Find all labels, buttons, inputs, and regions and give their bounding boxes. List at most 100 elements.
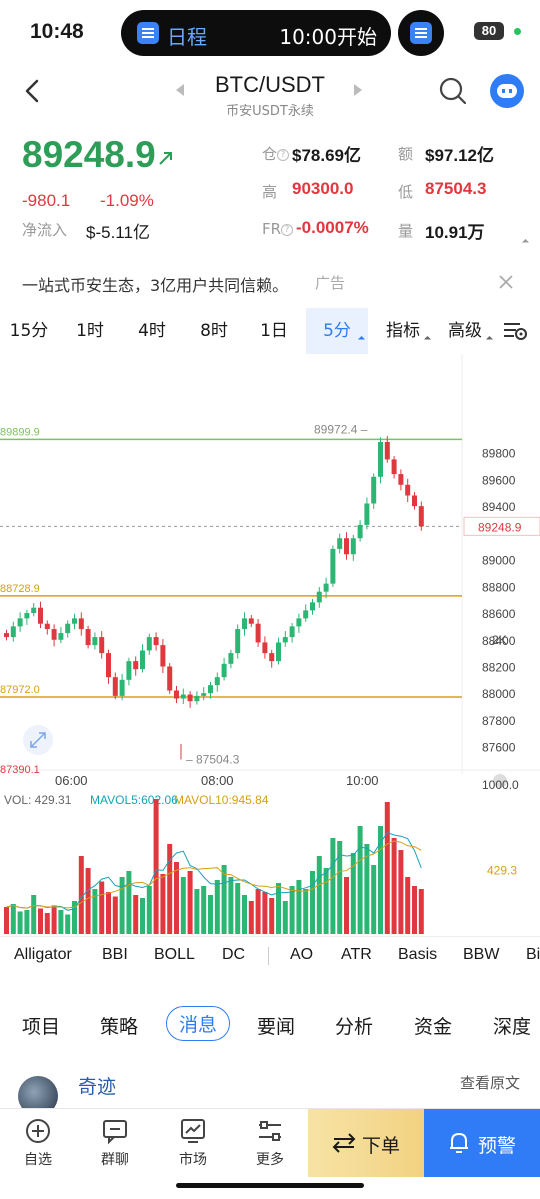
- order-button[interactable]: 下单: [308, 1109, 424, 1177]
- volume-bar: [262, 892, 268, 934]
- alert-button-label: 预警: [478, 1135, 517, 1157]
- volume-y-tick: 2K: [492, 633, 507, 647]
- volume-bar: [398, 850, 404, 934]
- candle-body: [337, 538, 343, 549]
- nav-group-chat-label: 群聊: [101, 1152, 129, 1168]
- candle-body: [412, 495, 417, 507]
- tab-news[interactable]: 消息: [166, 1006, 231, 1041]
- high-marker-label: 89972.4 –: [314, 423, 368, 437]
- dynamic-island-badge[interactable]: [398, 10, 444, 56]
- candle-body: [316, 591, 322, 603]
- indicator-strip: Alligator BBI BOLL DC AO ATR Basis BBW B…: [0, 936, 540, 972]
- candle-body: [146, 637, 152, 651]
- timeframe-1h[interactable]: 1时: [76, 321, 104, 341]
- candle-body: [44, 623, 50, 630]
- nav-more-label: 更多: [256, 1152, 284, 1168]
- back-icon[interactable]: [22, 78, 44, 104]
- indicators-menu[interactable]: 指标: [376, 308, 432, 354]
- indicator-bi[interactable]: Bi: [526, 946, 540, 963]
- indicator-ao[interactable]: AO: [290, 946, 314, 963]
- search-icon[interactable]: [438, 76, 468, 106]
- indicator-basis[interactable]: Basis: [398, 946, 438, 963]
- help-icon[interactable]: ?: [281, 224, 294, 236]
- dropdown-icon: [357, 335, 366, 344]
- news-post[interactable]: 奇迹 查看原文: [0, 1064, 540, 1116]
- last-price: 89248.9: [22, 134, 156, 175]
- indicator-atr[interactable]: ATR: [341, 946, 372, 963]
- timeframe-8h[interactable]: 8时: [200, 321, 228, 341]
- y-tick-label: 88400: [482, 634, 516, 648]
- timeframe-4h[interactable]: 4时: [138, 321, 166, 341]
- tab-projects[interactable]: 项目: [22, 1016, 61, 1038]
- y-tick-label: 88000: [482, 687, 516, 701]
- volume-bar: [92, 889, 98, 934]
- tab-depth[interactable]: 深度: [493, 1016, 532, 1038]
- expand-stats-icon[interactable]: [521, 238, 530, 247]
- nav-watchlist[interactable]: 自选: [10, 1117, 66, 1169]
- timeframe-15m[interactable]: 15分: [9, 321, 49, 341]
- price-chart[interactable]: 89800 89600 89400 89000 88800 88600 88400 88200…: [0, 354, 540, 934]
- indicator-bbi[interactable]: BBI: [102, 946, 128, 963]
- volume-bar: [384, 802, 390, 934]
- timeframe-5m[interactable]: 5分: [306, 308, 368, 354]
- timeframe-1d[interactable]: 1日: [260, 321, 288, 341]
- volume-bar: [194, 889, 200, 934]
- candle-body: [208, 685, 213, 694]
- candle-body: [92, 637, 98, 646]
- volume-bar: [51, 905, 57, 934]
- candle-body: [228, 653, 234, 664]
- volume-bar: [269, 898, 275, 934]
- volume-bar: [24, 910, 30, 934]
- assistant-bot-icon[interactable]: [490, 74, 524, 108]
- close-icon[interactable]: [498, 274, 514, 290]
- post-author[interactable]: 奇迹: [78, 1076, 117, 1098]
- tab-headlines[interactable]: 要闻: [257, 1016, 296, 1038]
- next-pair-icon[interactable]: [354, 84, 362, 96]
- indicator-alligator[interactable]: Alligator: [14, 946, 72, 963]
- y-tick-label: 88600: [482, 607, 516, 621]
- nav-more[interactable]: 更多: [242, 1117, 298, 1169]
- ad-banner[interactable]: 一站式币安生态，3亿用户共同信赖。 广告: [0, 262, 540, 300]
- view-original-link[interactable]: 查看原文: [460, 1074, 521, 1092]
- privacy-dot: [514, 28, 521, 35]
- candle-body: [24, 613, 30, 619]
- indicator-bbw[interactable]: BBW: [463, 946, 500, 963]
- battery-indicator: 80: [474, 22, 504, 40]
- candle-body: [194, 695, 200, 702]
- volume-bar: [310, 871, 315, 934]
- volume-bar: [85, 868, 91, 934]
- candle-body: [78, 618, 84, 630]
- volume-bar: [391, 838, 397, 934]
- volume-label: 量: [398, 222, 414, 240]
- volume-bar: [78, 856, 84, 934]
- expand-arrows: [30, 732, 46, 748]
- volume-bar: [255, 889, 261, 934]
- tab-strategies[interactable]: 策略: [100, 1016, 139, 1038]
- plus-circle-icon: [26, 1119, 50, 1143]
- nav-market[interactable]: 市场: [165, 1117, 221, 1169]
- amount-value: $97.12亿: [425, 146, 494, 165]
- chart-settings-icon[interactable]: [502, 320, 528, 342]
- status-time: 10:48: [30, 20, 84, 43]
- indicator-boll[interactable]: BOLL: [154, 946, 195, 963]
- nav-group-chat[interactable]: 群聊: [87, 1117, 143, 1169]
- candle-body: [153, 637, 159, 646]
- candle-body: [38, 607, 43, 624]
- previous-pair-icon[interactable]: [176, 84, 184, 96]
- volume-bar: [296, 880, 302, 934]
- y-tick-label: 87800: [482, 714, 516, 728]
- tab-funds[interactable]: 资金: [414, 1016, 453, 1038]
- volume-bar: [72, 901, 77, 934]
- alert-button[interactable]: 预警: [424, 1109, 540, 1177]
- tab-analysis[interactable]: 分析: [335, 1016, 374, 1038]
- volume-bar: [119, 877, 125, 934]
- candle-body: [160, 645, 166, 667]
- funding-rate-label: FR?: [262, 220, 294, 238]
- indicator-dc[interactable]: DC: [222, 946, 246, 963]
- candle-body: [85, 629, 91, 646]
- volume-bar: [276, 883, 281, 934]
- help-icon[interactable]: ?: [277, 149, 290, 161]
- pair-title[interactable]: BTC/USDT: [215, 72, 325, 97]
- advanced-menu[interactable]: 高级: [438, 308, 494, 354]
- dynamic-island-schedule[interactable]: 日程 10:00开始: [121, 10, 391, 56]
